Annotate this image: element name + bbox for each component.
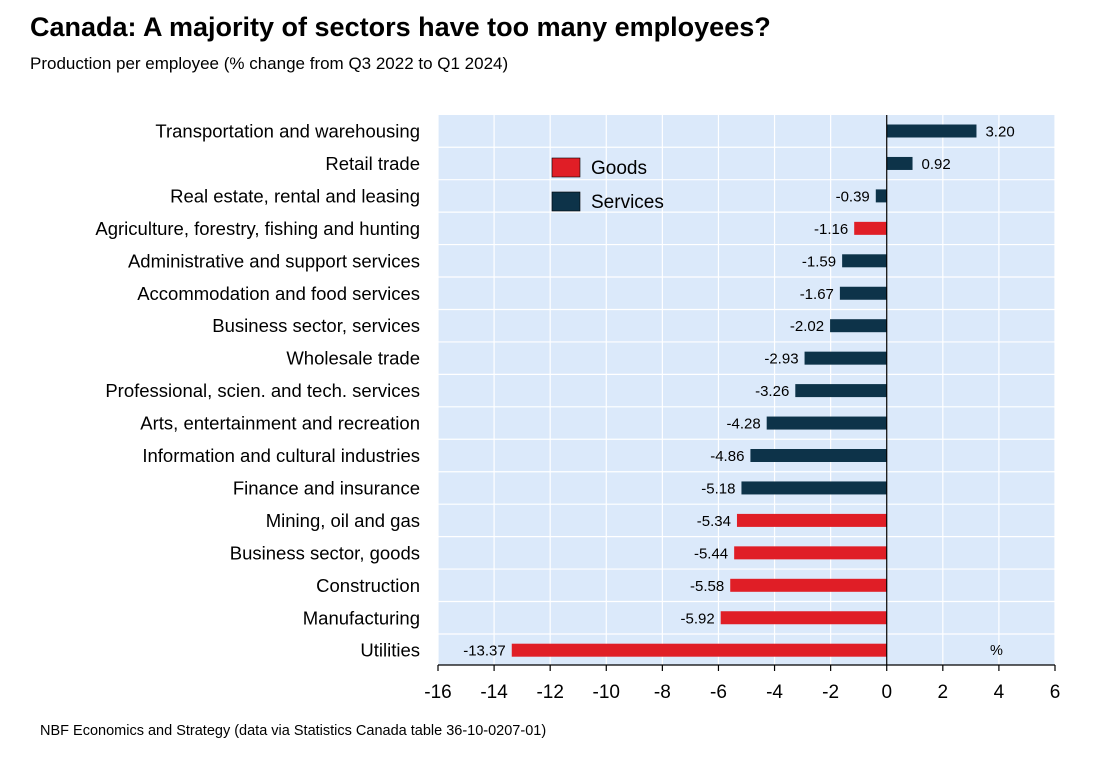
category-label: Manufacturing bbox=[303, 607, 420, 628]
x-axis: -16 -14 -12 -10 -8 -6 -4 -2 0 2 4 6 bbox=[424, 115, 1060, 703]
value-label: -2.93 bbox=[764, 351, 798, 368]
category-label: Utilities bbox=[360, 640, 420, 661]
bar-services bbox=[830, 319, 887, 333]
x-tick-label: 6 bbox=[1050, 682, 1061, 703]
value-label: -2.02 bbox=[790, 318, 824, 335]
category-label: Mining, oil and gas bbox=[266, 510, 420, 531]
value-label: -5.92 bbox=[680, 610, 714, 627]
category-label: Information and cultural industries bbox=[142, 445, 420, 466]
x-tick-label: -4 bbox=[766, 682, 783, 703]
grid-lines bbox=[437, 115, 1056, 668]
value-label: -1.59 bbox=[802, 253, 836, 270]
bar-services bbox=[750, 449, 887, 462]
value-label: -1.16 bbox=[814, 221, 848, 238]
value-label: -0.39 bbox=[836, 188, 870, 205]
category-label: Arts, entertainment and recreation bbox=[140, 413, 420, 434]
legend-swatch-services bbox=[551, 191, 581, 212]
bar-goods bbox=[720, 611, 887, 625]
value-label: 0.92 bbox=[922, 156, 951, 173]
x-tick-label: -6 bbox=[710, 682, 727, 703]
value-label: -5.18 bbox=[701, 480, 735, 497]
x-tick-label: -2 bbox=[822, 682, 839, 703]
bar-services bbox=[875, 189, 887, 203]
bar-goods bbox=[734, 546, 887, 560]
chart-subtitle: Production per employee (% change from Q… bbox=[30, 54, 509, 73]
category-label: Professional, scien. and tech. services bbox=[105, 380, 420, 401]
bar-services bbox=[839, 286, 887, 300]
x-tick-label: 4 bbox=[994, 682, 1005, 703]
x-tick-label: 2 bbox=[938, 682, 949, 703]
category-label: Business sector, services bbox=[212, 315, 420, 336]
bar-services bbox=[842, 254, 887, 268]
bar-goods bbox=[736, 513, 887, 527]
category-label: Wholesale trade bbox=[286, 348, 420, 369]
x-tick-label: -12 bbox=[536, 682, 563, 703]
bar-goods bbox=[854, 221, 887, 235]
legend-swatch-goods bbox=[551, 157, 581, 178]
x-tick-label: -16 bbox=[424, 682, 451, 703]
value-label: -13.37 bbox=[463, 643, 506, 660]
value-label: -4.86 bbox=[710, 448, 744, 465]
chart-title: Canada: A majority of sectors have too m… bbox=[30, 12, 771, 42]
category-label: Business sector, goods bbox=[230, 542, 420, 563]
x-tick-label: 0 bbox=[881, 682, 892, 703]
category-label: Administrative and support services bbox=[128, 250, 420, 271]
value-label: -5.34 bbox=[697, 513, 731, 530]
category-label: Accommodation and food services bbox=[137, 283, 420, 304]
category-labels: Transportation and warehousing Retail tra… bbox=[95, 121, 420, 661]
x-tick-label: -10 bbox=[593, 682, 620, 703]
legend-label-services: Services bbox=[591, 192, 664, 213]
bar-services bbox=[804, 351, 887, 365]
value-label: -3.26 bbox=[755, 383, 789, 400]
x-tick-label: -8 bbox=[654, 682, 671, 703]
category-label: Retail trade bbox=[325, 153, 420, 174]
value-label: 3.20 bbox=[985, 124, 1014, 141]
plot-area bbox=[438, 115, 1055, 665]
source-note: NBF Economics and Strategy (data via Sta… bbox=[40, 723, 547, 739]
x-tick-label: -14 bbox=[480, 682, 508, 703]
value-label: -5.44 bbox=[694, 545, 728, 562]
bar-services bbox=[741, 481, 887, 495]
bar-services bbox=[886, 156, 913, 170]
bars bbox=[511, 124, 977, 657]
bar-goods bbox=[511, 643, 887, 657]
value-label: -1.67 bbox=[800, 286, 834, 303]
category-label: Finance and insurance bbox=[233, 477, 420, 498]
value-label: -5.58 bbox=[690, 578, 724, 595]
value-labels: 3.20 0.92 -0.39 -1.16 -1.59 -1.67 -2.02 -2.93 -3… bbox=[463, 124, 1014, 660]
value-label: -4.28 bbox=[726, 416, 760, 433]
category-label: Transportation and warehousing bbox=[155, 121, 420, 142]
bar-services bbox=[795, 384, 887, 398]
unit-label: % bbox=[990, 643, 1003, 659]
bar-goods bbox=[730, 578, 887, 592]
bar-services bbox=[886, 124, 977, 138]
category-label: Agriculture, forestry, fishing and hunti… bbox=[95, 218, 420, 239]
bar-services bbox=[766, 416, 887, 430]
legend-label-goods: Goods bbox=[591, 158, 647, 179]
legend: Goods Services bbox=[551, 157, 664, 213]
category-label: Construction bbox=[316, 575, 420, 596]
category-label: Real estate, rental and leasing bbox=[170, 185, 420, 206]
